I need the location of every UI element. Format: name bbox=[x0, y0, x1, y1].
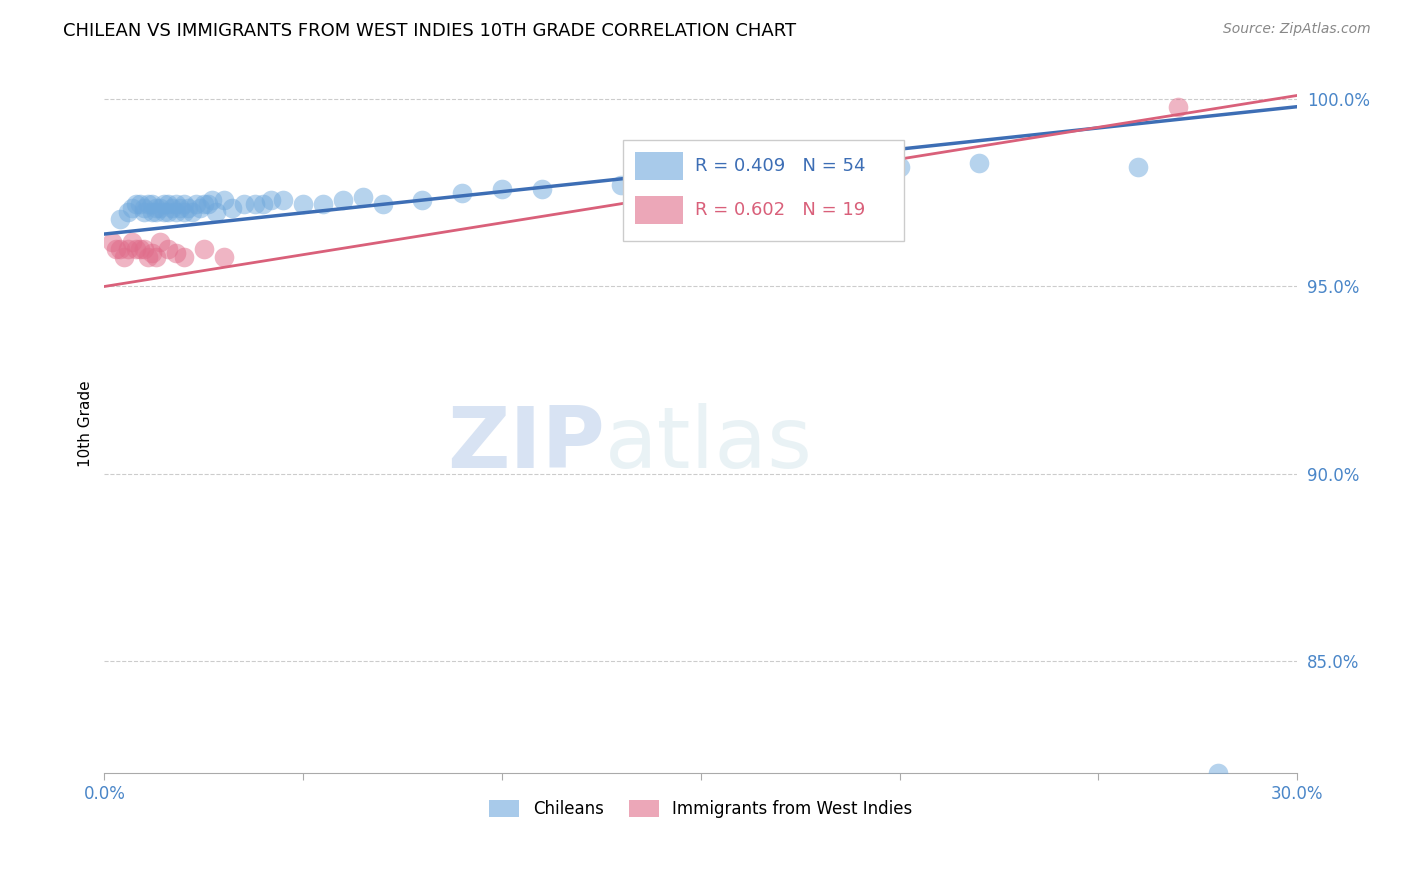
Point bbox=[245, 197, 267, 211]
Point bbox=[193, 197, 215, 211]
Point bbox=[145, 201, 167, 215]
Point bbox=[156, 197, 179, 211]
Point bbox=[165, 204, 187, 219]
Point bbox=[1167, 100, 1189, 114]
Point bbox=[212, 194, 235, 208]
Point bbox=[610, 178, 633, 193]
Point bbox=[149, 235, 172, 249]
Point bbox=[121, 201, 143, 215]
Point bbox=[889, 160, 911, 174]
Point bbox=[141, 245, 163, 260]
Point bbox=[141, 204, 163, 219]
Point bbox=[117, 204, 139, 219]
Point bbox=[332, 194, 354, 208]
Point bbox=[193, 242, 215, 256]
Point bbox=[153, 204, 176, 219]
Point bbox=[134, 204, 156, 219]
Point bbox=[180, 204, 202, 219]
Point bbox=[156, 204, 179, 219]
Point bbox=[204, 204, 226, 219]
Point bbox=[271, 194, 294, 208]
Text: atlas: atlas bbox=[606, 402, 813, 486]
Point bbox=[201, 194, 224, 208]
Point bbox=[121, 235, 143, 249]
Point bbox=[134, 201, 156, 215]
Point bbox=[156, 242, 179, 256]
Point bbox=[252, 197, 274, 211]
Point bbox=[145, 250, 167, 264]
Point bbox=[129, 197, 152, 211]
Legend: Chileans, Immigrants from West Indies: Chileans, Immigrants from West Indies bbox=[482, 793, 920, 824]
Point bbox=[184, 197, 207, 211]
Point bbox=[689, 178, 711, 193]
Point bbox=[1126, 160, 1149, 174]
Text: R = 0.602   N = 19: R = 0.602 N = 19 bbox=[695, 201, 865, 219]
Point bbox=[967, 156, 990, 170]
Point bbox=[105, 242, 128, 256]
Point bbox=[153, 197, 176, 211]
Point bbox=[491, 182, 513, 196]
Point bbox=[125, 242, 148, 256]
Y-axis label: 10th Grade: 10th Grade bbox=[79, 380, 93, 467]
Point bbox=[165, 245, 187, 260]
Point bbox=[188, 201, 211, 215]
Point bbox=[173, 250, 195, 264]
Point bbox=[110, 212, 132, 227]
Point bbox=[177, 201, 200, 215]
Point bbox=[169, 201, 191, 215]
FancyBboxPatch shape bbox=[636, 153, 683, 180]
Point bbox=[145, 204, 167, 219]
Point bbox=[451, 186, 474, 200]
Point bbox=[136, 197, 159, 211]
Point bbox=[165, 197, 187, 211]
Point bbox=[232, 197, 254, 211]
Point bbox=[134, 242, 156, 256]
Point bbox=[173, 197, 195, 211]
Point bbox=[101, 235, 124, 249]
Point bbox=[221, 201, 243, 215]
Point bbox=[1206, 766, 1229, 780]
Text: ZIP: ZIP bbox=[447, 402, 606, 486]
Point bbox=[129, 242, 152, 256]
Point bbox=[136, 250, 159, 264]
Point bbox=[260, 194, 283, 208]
Point bbox=[352, 189, 374, 203]
FancyBboxPatch shape bbox=[623, 139, 904, 241]
Point bbox=[173, 204, 195, 219]
Text: Source: ZipAtlas.com: Source: ZipAtlas.com bbox=[1223, 22, 1371, 37]
Point bbox=[149, 201, 172, 215]
Point bbox=[312, 197, 335, 211]
Text: CHILEAN VS IMMIGRANTS FROM WEST INDIES 10TH GRADE CORRELATION CHART: CHILEAN VS IMMIGRANTS FROM WEST INDIES 1… bbox=[63, 22, 796, 40]
Point bbox=[411, 194, 433, 208]
Point bbox=[141, 197, 163, 211]
Point bbox=[117, 242, 139, 256]
Point bbox=[730, 167, 752, 181]
FancyBboxPatch shape bbox=[636, 195, 683, 224]
Point bbox=[292, 197, 315, 211]
Point bbox=[371, 197, 394, 211]
Point bbox=[212, 250, 235, 264]
Text: R = 0.409   N = 54: R = 0.409 N = 54 bbox=[695, 157, 865, 175]
Point bbox=[110, 242, 132, 256]
Point bbox=[197, 197, 219, 211]
Point bbox=[160, 201, 183, 215]
Point bbox=[112, 250, 135, 264]
Point bbox=[530, 182, 553, 196]
Point bbox=[125, 197, 148, 211]
